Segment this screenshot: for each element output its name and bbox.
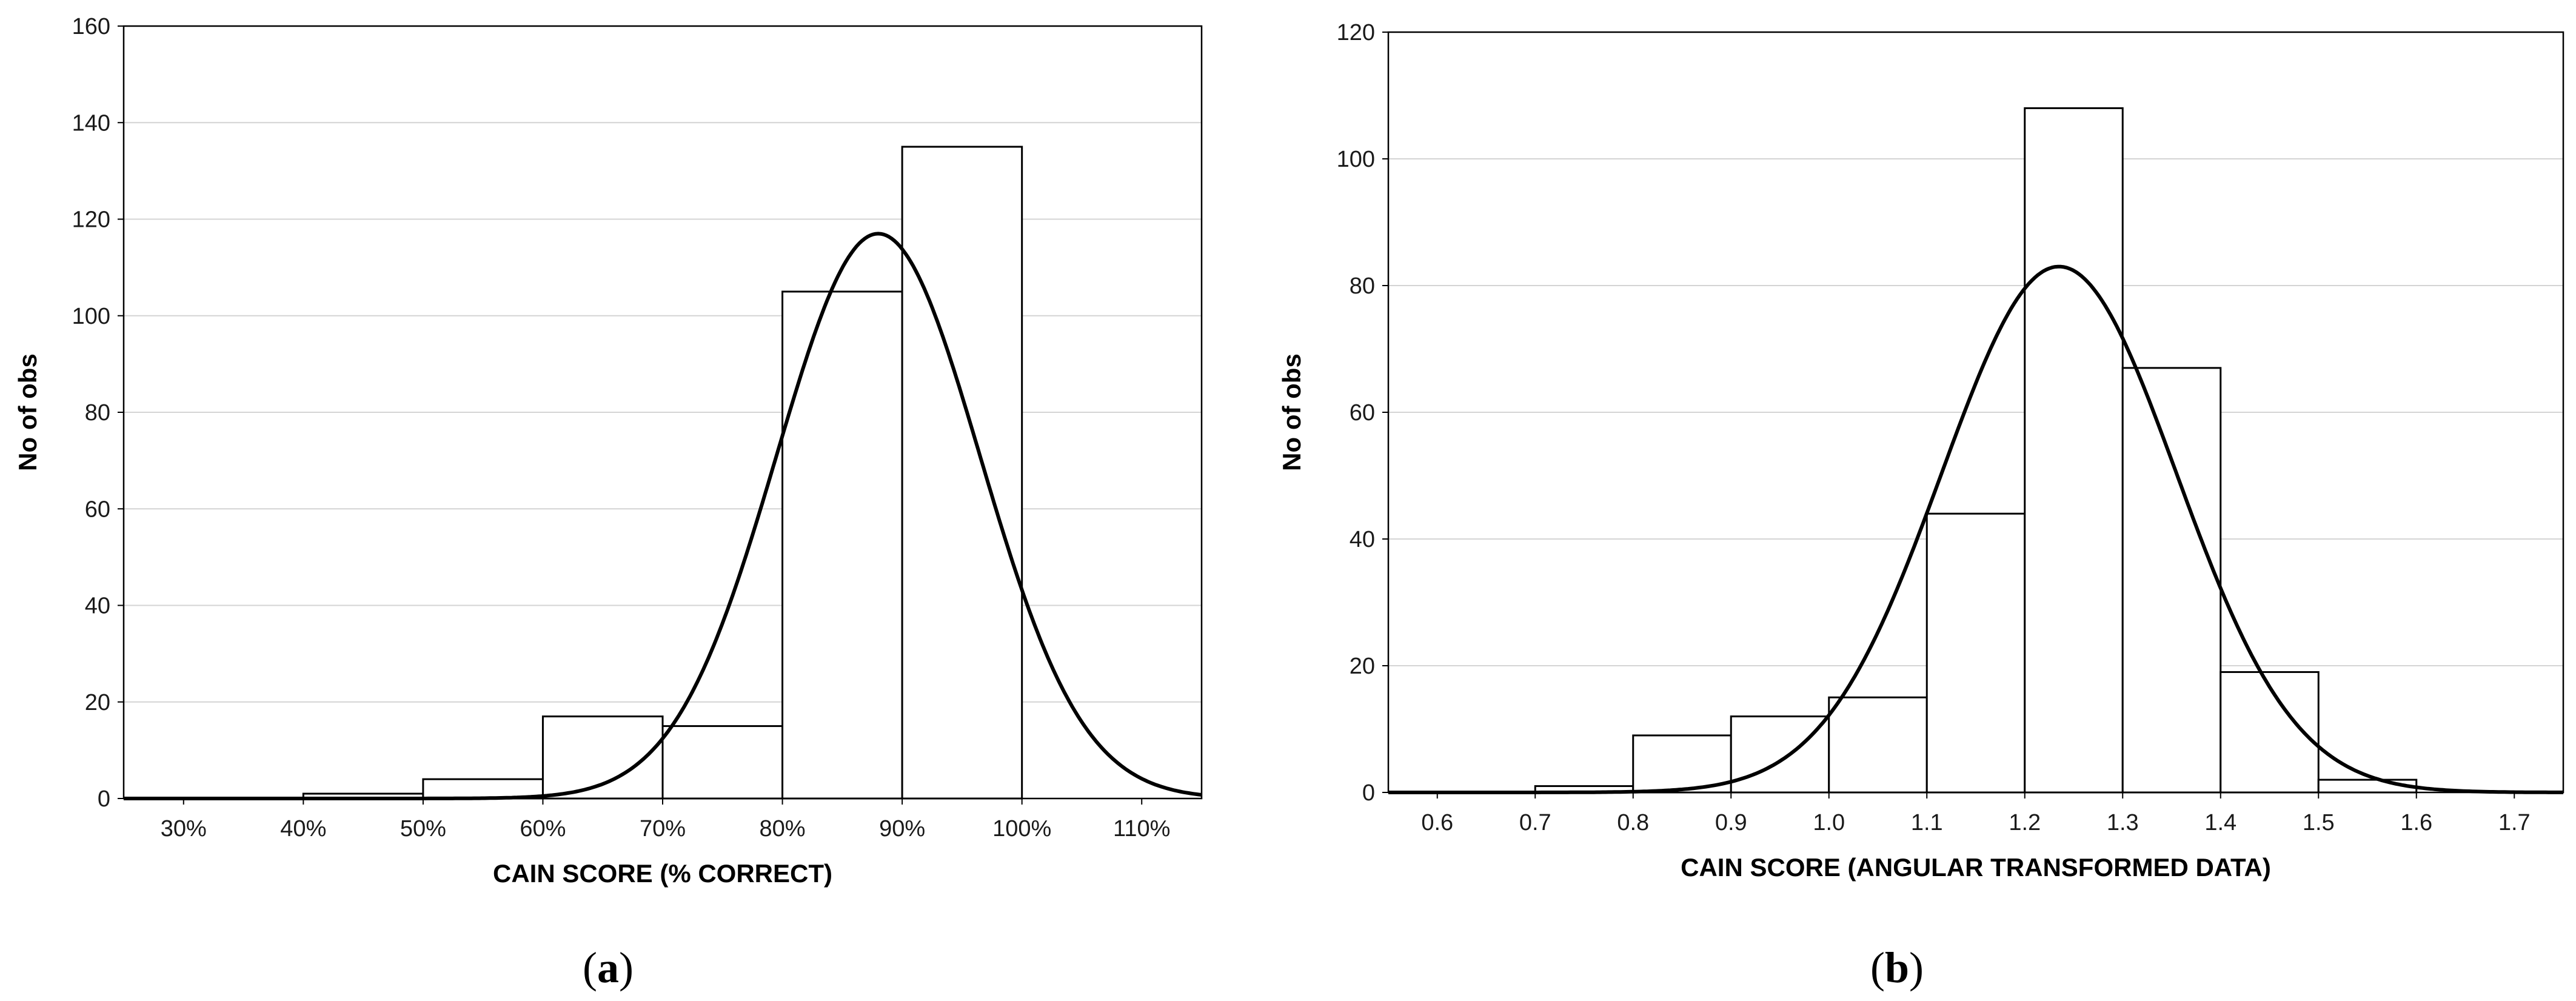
y-tick-label: 60 xyxy=(1350,400,1375,426)
x-tick-label: 110% xyxy=(1113,816,1170,842)
x-tick-label: 0.7 xyxy=(1519,810,1551,835)
histogram-bar xyxy=(2121,367,2222,794)
panel-caption-open-paren: ( xyxy=(1870,943,1885,992)
x-tick-label: 1.3 xyxy=(2107,810,2139,835)
x-tick-label: 0.8 xyxy=(1617,810,1649,835)
histogram-bar xyxy=(781,290,903,800)
x-tick-label: 1.6 xyxy=(2400,810,2432,835)
y-tick-label: 80 xyxy=(85,400,110,426)
histogram-bar xyxy=(1828,696,1928,794)
y-tick-label: 20 xyxy=(85,690,110,715)
histogram-bar xyxy=(661,725,784,800)
y-tick-label: 0 xyxy=(98,786,110,812)
histogram-bar xyxy=(2024,107,2124,794)
x-tick-label: 60% xyxy=(520,816,566,842)
histogram-panel-a: 0 20 40 60 80 100 120 140 160 30% 40% 50% 60% 70% 80% 9… xyxy=(13,14,1203,992)
x-tick-label: 1.0 xyxy=(1813,810,1845,835)
histogram-bar xyxy=(901,146,1023,800)
y-axis-title: No of obs xyxy=(1277,353,1306,471)
x-axis-title: CAIN SCORE (% CORRECT) xyxy=(493,859,832,888)
panel-caption-letter: a xyxy=(597,943,619,992)
panel-caption-close-paren: ) xyxy=(619,943,634,992)
x-tick-label: 1.2 xyxy=(2009,810,2041,835)
plot-frame xyxy=(1387,31,2564,794)
x-tick-label: 80% xyxy=(760,816,806,842)
y-tick-label: 40 xyxy=(1350,527,1375,552)
x-tick-label: 0.9 xyxy=(1715,810,1747,835)
y-tick-label: 80 xyxy=(1350,273,1375,299)
normal-fit-curve xyxy=(124,232,1202,800)
y-tick-label: 140 xyxy=(72,110,110,136)
y-tick-label: 100 xyxy=(1337,147,1375,172)
y-axis-title: No of obs xyxy=(13,353,42,471)
histogram-bar xyxy=(1632,734,1732,794)
x-tick-label: 50% xyxy=(400,816,446,842)
y-tick-label: 20 xyxy=(1350,654,1375,679)
histogram-bar xyxy=(1925,512,2026,794)
x-axis-title: CAIN SCORE (ANGULAR TRANSFORMED DATA) xyxy=(1681,853,2271,882)
x-tick-label: 100% xyxy=(992,816,1051,842)
x-tick-label: 1.7 xyxy=(2498,810,2531,835)
panel-caption-open-paren: ( xyxy=(583,943,597,992)
x-tick-label: 90% xyxy=(879,816,925,842)
histogram-panel-b: 0 20 40 60 80 100 120 0.6 0.7 0.8 0.9 1.0 1.1 1.2 1.3 1… xyxy=(1277,20,2564,992)
x-tick-label: 70% xyxy=(640,816,686,842)
x-tick-label: 30% xyxy=(161,816,207,842)
y-tick-label: 120 xyxy=(1337,20,1375,45)
x-tick-label: 0.6 xyxy=(1421,810,1453,835)
panel-caption: (a) xyxy=(583,943,634,992)
y-tick-label: 100 xyxy=(72,304,110,329)
y-tick-label: 120 xyxy=(72,207,110,233)
y-tick-label: 0 xyxy=(1362,780,1375,806)
y-tick-label: 160 xyxy=(72,14,110,39)
panel-caption-letter: b xyxy=(1885,943,1909,992)
x-tick-label: 40% xyxy=(280,816,326,842)
panel-caption-close-paren: ) xyxy=(1909,943,1924,992)
x-tick-label: 1.5 xyxy=(2303,810,2335,835)
plot-frame xyxy=(122,25,1203,800)
panel-caption: (b) xyxy=(1870,943,1924,992)
y-tick-label: 60 xyxy=(85,497,110,522)
x-tick-label: 1.1 xyxy=(1911,810,1943,835)
x-tick-label: 1.4 xyxy=(2204,810,2236,835)
histogram-bar xyxy=(1730,715,1830,794)
y-tick-label: 40 xyxy=(85,594,110,619)
